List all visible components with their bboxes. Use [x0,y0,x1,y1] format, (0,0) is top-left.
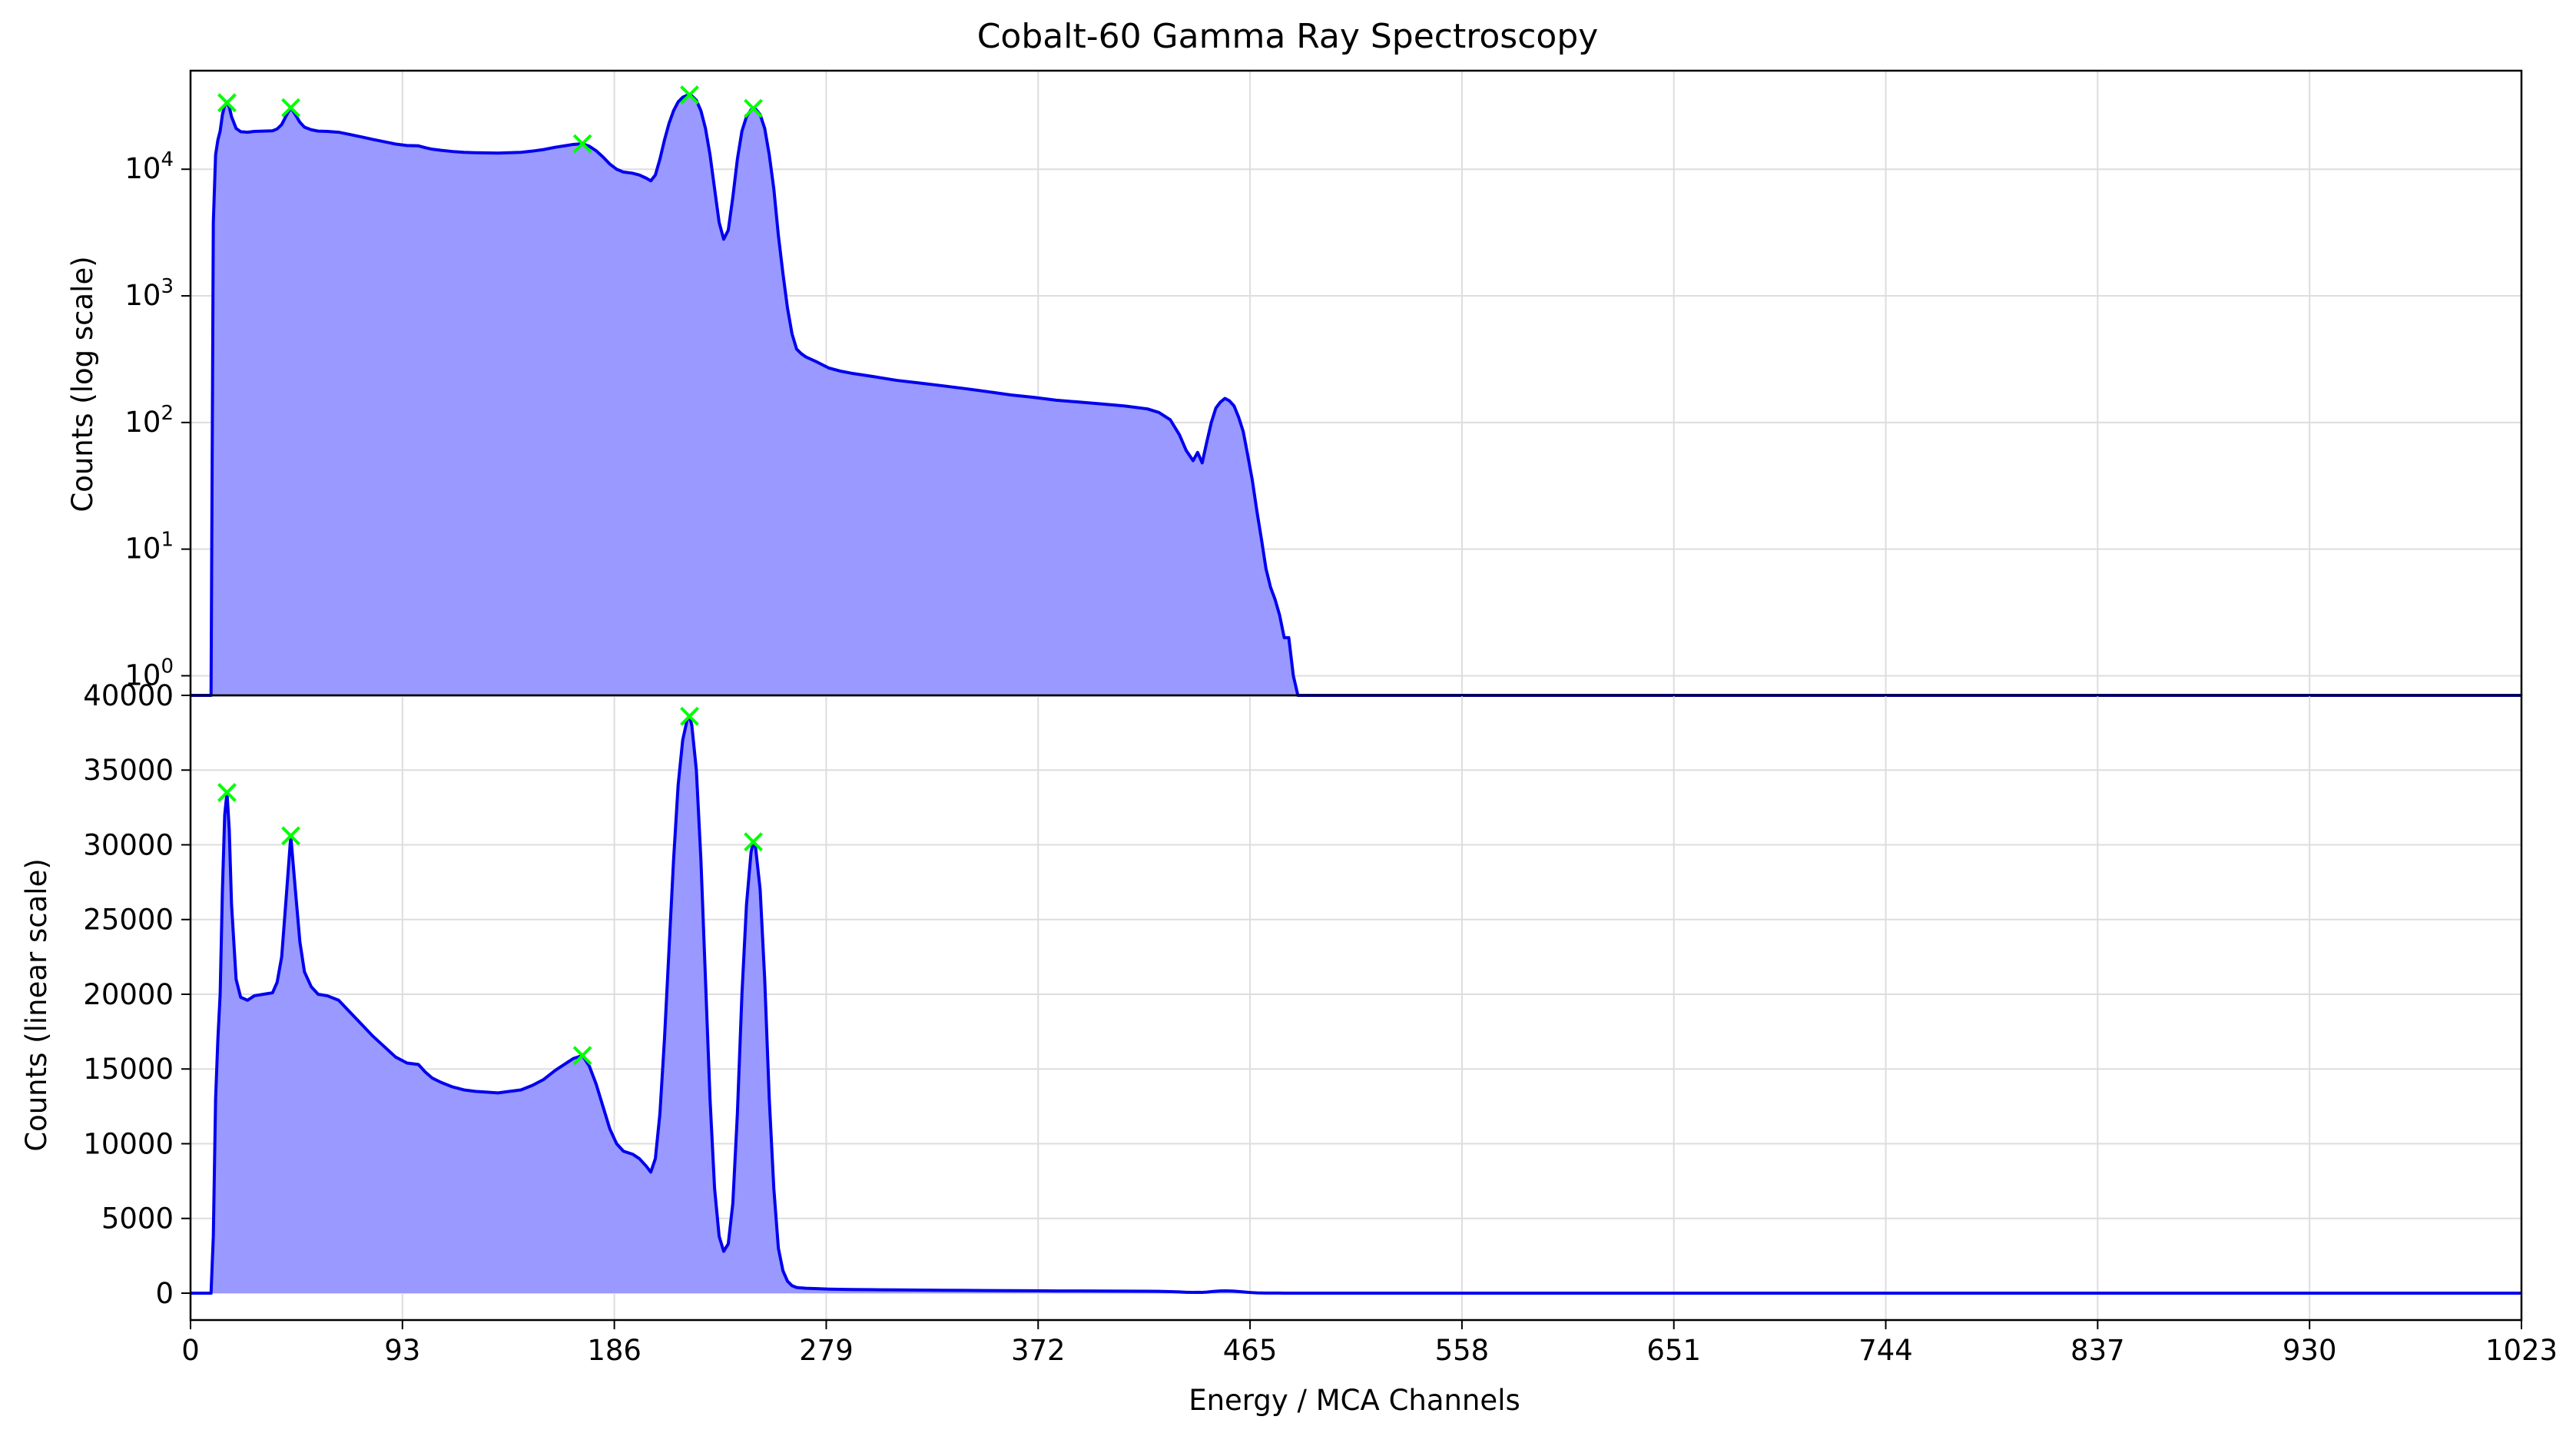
y-tick-label: 35000 [83,754,174,787]
log-panel-y-axis-label: Counts (log scale) [66,256,99,512]
y-tick-label: 20000 [83,978,174,1011]
peak-marker [744,832,763,852]
x-tick-label: 1023 [2485,1334,2558,1367]
x-tick-label: 558 [1435,1334,1490,1367]
y-tick-label: 0 [155,1277,174,1310]
spectrum-area [191,95,2521,695]
x-tick-label: 744 [1858,1334,1913,1367]
peak-marker [680,706,699,726]
peak-marker [217,783,237,802]
y-tick-label: 30000 [83,828,174,861]
axes-frame [189,694,2523,1322]
y-tick-label: 40000 [83,679,174,712]
x-tick-label: 0 [181,1334,200,1367]
y-tick-label: 102 [124,402,174,439]
x-tick-label: 279 [799,1334,854,1367]
spectrum-line [191,715,2521,1295]
x-tick-label: 465 [1223,1334,1278,1367]
x-tick-label: 372 [1011,1334,1066,1367]
peak-marker [281,826,300,846]
chart-title: Cobalt-60 Gamma Ray Spectroscopy [977,17,1599,56]
y-tick-label: 25000 [83,904,174,937]
linear-panel-y-axis-label: Counts (linear scale) [20,858,53,1152]
x-axis-label: Energy / MCA Channels [1189,1384,1520,1417]
peak-marker [572,1046,592,1066]
y-tick-label: 100 [124,655,174,692]
y-tick-label: 103 [124,275,174,312]
spectrum-area [191,716,2521,1293]
x-tick-label: 930 [2283,1334,2337,1367]
log-scale-panel: 100 101 102 103 104 [124,69,2523,697]
peak-marker [744,98,763,118]
peak-marker [217,93,237,113]
x-tick-label: 837 [2070,1334,2125,1367]
x-axis-ticks: 0 93 186 279 372 465 558 651 744 837 930 1023 [181,1320,2558,1367]
peak-marker [680,85,699,104]
y-tick-label: 10000 [83,1127,174,1160]
peak-marker [572,134,592,154]
linear-scale-panel: 0 5000 10000 15000 20000 25000 30000 35000 40000 [83,679,2523,1322]
y-tick-label: 101 [124,529,174,566]
peak-marker [281,98,300,118]
y-tick-label: 5000 [101,1202,174,1236]
y-tick-label: 15000 [83,1053,174,1086]
y-tick-label: 104 [124,148,174,185]
x-tick-label: 93 [384,1334,420,1367]
x-tick-label: 186 [587,1334,642,1367]
x-tick-label: 651 [1646,1334,1701,1367]
